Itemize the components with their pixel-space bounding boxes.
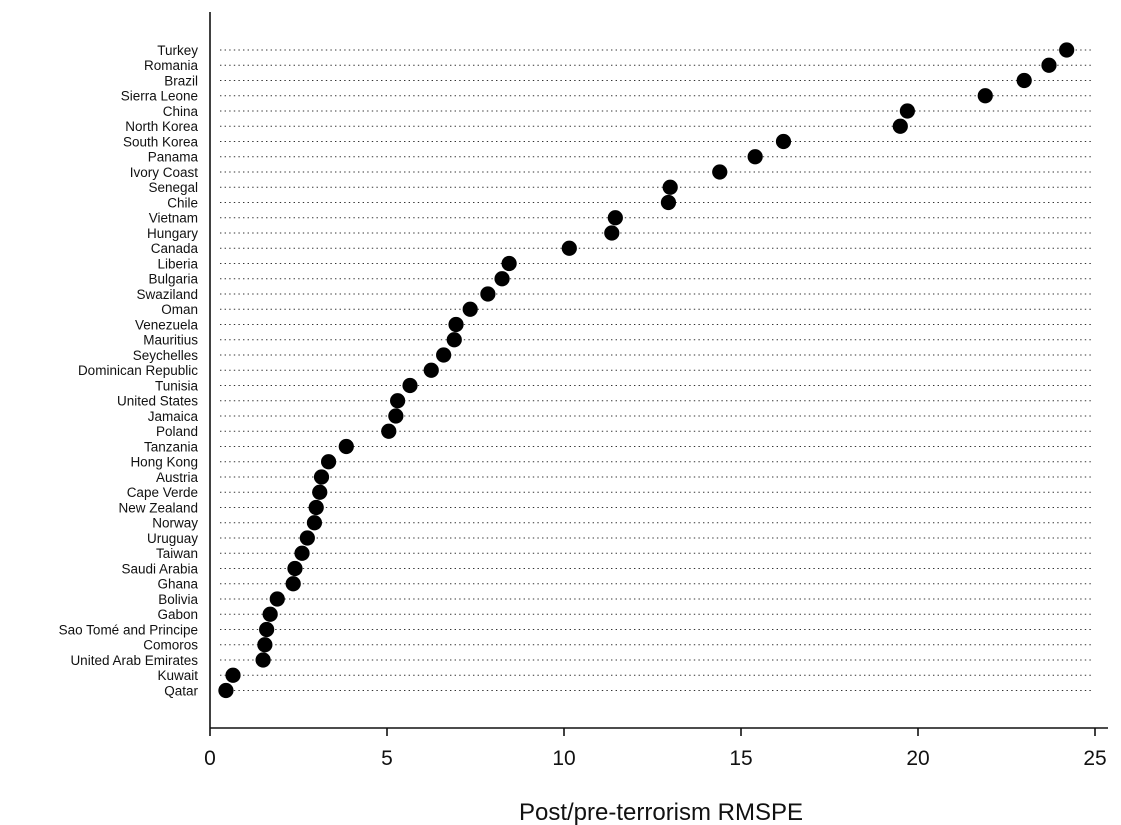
category-label: Seychelles <box>133 348 199 363</box>
category-label: Oman <box>161 302 198 317</box>
data-point <box>381 423 397 439</box>
category-label: Poland <box>156 424 198 439</box>
category-label: Norway <box>152 516 198 531</box>
data-point <box>218 682 234 699</box>
category-label: Bulgaria <box>148 272 198 287</box>
data-point <box>892 118 908 134</box>
category-label: Austria <box>156 470 199 485</box>
category-label: Swaziland <box>136 287 198 302</box>
category-label: Senegal <box>148 180 198 195</box>
category-label: Gabon <box>157 607 198 622</box>
data-point <box>899 103 915 119</box>
category-label: United Arab Emirates <box>70 653 198 668</box>
category-label: Qatar <box>164 683 198 698</box>
category-label: Brazil <box>164 73 198 88</box>
category-label: Romania <box>144 58 199 73</box>
data-point <box>255 652 271 668</box>
data-point <box>462 301 478 317</box>
category-label: Hong Kong <box>130 455 198 470</box>
category-label: Sao Tomé and Principe <box>59 622 198 637</box>
data-point <box>313 469 330 485</box>
data-point <box>446 332 462 348</box>
category-label: Chile <box>167 195 198 210</box>
data-point <box>306 515 323 531</box>
data-point <box>561 240 577 256</box>
category-label: Tanzania <box>144 439 199 454</box>
data-point <box>287 560 303 577</box>
data-point <box>269 591 285 607</box>
data-point <box>299 530 315 546</box>
category-label: Liberia <box>157 256 198 271</box>
data-point <box>775 133 792 150</box>
data-point <box>712 164 728 180</box>
data-point <box>501 255 517 272</box>
data-point <box>977 88 993 104</box>
category-label: Canada <box>151 241 199 256</box>
data-point <box>747 149 763 165</box>
data-point <box>338 438 354 455</box>
guide-lines <box>220 49 1092 691</box>
category-label: United States <box>117 394 198 409</box>
category-label: Saudi Arabia <box>121 561 198 576</box>
data-point <box>1041 57 1057 73</box>
data-point <box>308 499 324 516</box>
category-label: Hungary <box>147 226 198 241</box>
data-points <box>218 42 1075 699</box>
data-point <box>312 484 328 500</box>
data-point <box>480 286 496 302</box>
category-label: Comoros <box>143 638 198 653</box>
category-label: South Korea <box>123 134 199 149</box>
category-label: Ivory Coast <box>130 165 199 180</box>
category-label: Kuwait <box>157 668 198 683</box>
x-tick-label: 10 <box>552 747 575 770</box>
data-point <box>423 362 439 378</box>
x-tick-label: 25 <box>1083 747 1106 770</box>
category-label: Uruguay <box>147 531 198 546</box>
x-tick-label: 20 <box>906 747 929 770</box>
data-point <box>604 225 620 241</box>
x-tick-label: 15 <box>729 747 752 770</box>
category-label: Taiwan <box>156 546 198 561</box>
category-label: Tunisia <box>155 378 199 393</box>
category-label: Dominican Republic <box>78 363 198 378</box>
x-axis-ticks: 0 5 10 15 20 25 <box>204 728 1107 770</box>
category-label: New Zealand <box>118 500 198 515</box>
data-point <box>494 271 510 287</box>
data-point <box>285 576 301 592</box>
category-label: Panama <box>148 150 199 165</box>
category-label: Mauritius <box>143 333 198 348</box>
category-label: Venezuela <box>135 317 199 332</box>
data-point <box>259 621 275 638</box>
data-point <box>320 454 337 470</box>
x-tick-label: 0 <box>204 747 216 770</box>
data-point <box>257 637 273 653</box>
data-point <box>402 377 418 394</box>
data-point <box>448 316 464 333</box>
data-point <box>388 408 404 424</box>
category-label: Turkey <box>157 43 198 58</box>
category-label: Bolivia <box>158 592 198 607</box>
data-point <box>436 347 452 363</box>
category-label: Vietnam <box>149 211 198 226</box>
x-tick-label: 5 <box>381 747 393 770</box>
data-point <box>225 667 241 683</box>
data-point <box>262 606 278 622</box>
data-point <box>660 194 677 211</box>
category-label: Jamaica <box>148 409 199 424</box>
data-point <box>607 210 623 226</box>
x-axis-title: Post/pre-terrorism RMSPE <box>519 799 803 825</box>
data-point <box>1016 72 1032 89</box>
data-point <box>390 393 406 409</box>
category-label: Cape Verde <box>127 485 198 500</box>
data-point <box>662 179 678 195</box>
data-point <box>294 545 310 561</box>
category-label: North Korea <box>125 119 198 134</box>
category-label: Ghana <box>157 577 198 592</box>
data-point <box>1059 42 1075 58</box>
category-label: Sierra Leone <box>121 89 198 104</box>
category-label: China <box>163 104 199 119</box>
